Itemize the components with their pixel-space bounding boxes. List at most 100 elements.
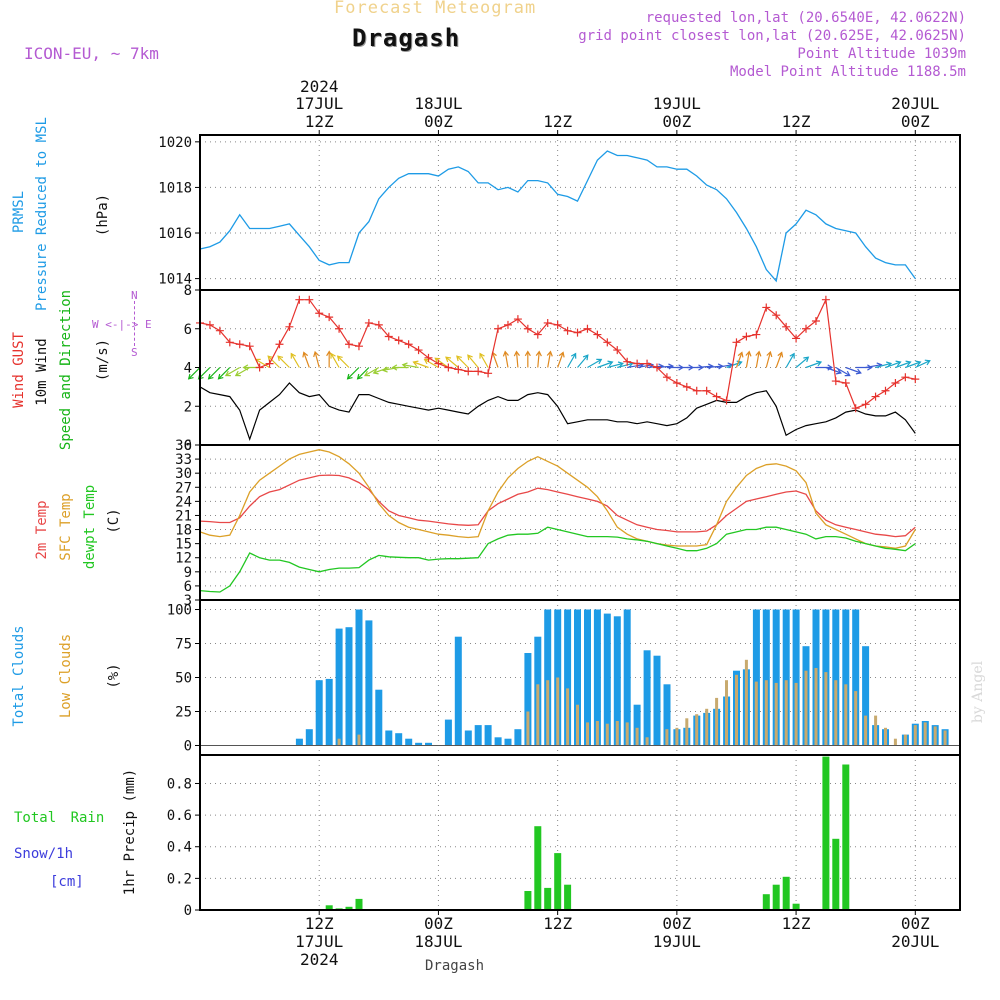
temp2m-line [199, 474, 916, 538]
top-time-label-date: 18JUL [414, 94, 462, 113]
rain-bar [355, 898, 363, 910]
gust-marker [672, 379, 681, 387]
gust-marker [623, 357, 632, 366]
wind-direction-arrow [225, 366, 241, 377]
wind-direction-arrow [402, 364, 419, 369]
wind-direction-arrow [330, 353, 340, 368]
wind-direction-arrowhead [513, 350, 520, 357]
wind-direction-arrow [235, 366, 250, 377]
low-clouds-bar [834, 680, 838, 746]
low-clouds-bar [784, 680, 788, 746]
gust-marker [434, 359, 443, 368]
wind-direction-arrowhead [524, 350, 531, 357]
gust-marker [464, 367, 473, 376]
low-clouds-bar [605, 723, 609, 746]
total-clouds-bar [405, 738, 413, 746]
place-title: Dragash [352, 24, 461, 52]
wind-direction-arrow [825, 366, 842, 374]
wind-direction-arrowhead [789, 352, 795, 359]
wind-direction-arrow [775, 352, 783, 368]
wind-direction-arrowhead [356, 373, 363, 380]
gust-marker [354, 342, 363, 351]
wind-direction-arrow [188, 367, 201, 380]
rain-bar [345, 906, 353, 910]
grid-coords: grid point closest lon,lat (20.625E, 42.… [578, 28, 966, 44]
y-tick-label: 6 [184, 579, 192, 595]
gust-marker [662, 373, 671, 382]
wind-direction-arrow [905, 361, 921, 369]
wind-direction-arrowhead [401, 362, 408, 369]
y-tick-label: 1016 [158, 226, 192, 242]
wind-direction-arrow [865, 364, 882, 369]
low-clouds-bar [595, 721, 599, 746]
snow-label: Snow/1h [14, 846, 74, 862]
wind-direction-arrowhead [467, 354, 473, 361]
y-tick-label: 15 [175, 537, 192, 553]
total-clouds-bar [623, 609, 631, 746]
total-clouds-bar [762, 609, 770, 746]
wind-direction-arrow [557, 352, 564, 368]
low-clouds-bar [764, 680, 768, 746]
low-clouds-bar [675, 727, 679, 746]
y-tick-label: 27 [175, 480, 192, 496]
wind-direction-arrowhead [855, 368, 862, 375]
rain-bar [772, 884, 780, 910]
wind-direction-arrowhead [187, 373, 194, 380]
gust-marker [315, 309, 324, 318]
total-clouds-bar [385, 730, 393, 746]
wind-direction-arrow [617, 362, 633, 369]
gust-marker [792, 334, 801, 343]
gust-marker [563, 326, 572, 335]
total-clouds-bar [514, 729, 522, 746]
wind-direction-arrow [479, 353, 489, 368]
wind-direction-arrow [735, 352, 743, 368]
low-clouds-bar [774, 682, 778, 746]
gust-marker [841, 379, 850, 387]
gust-marker [702, 386, 711, 395]
wind-direction-arrowhead [267, 355, 274, 362]
bottom-time-label-date: 17JUL [295, 932, 343, 951]
low-clouds-bar [744, 659, 748, 746]
wind-direction-arrowhead [915, 360, 922, 367]
wind-direction-arrow [835, 366, 850, 377]
top-time-label-hour: 00Z [424, 112, 453, 131]
wind-direction-arrow [607, 362, 623, 369]
wind-direction-arrowhead [755, 350, 762, 357]
total-clouds-bar [305, 729, 313, 746]
gust-marker [752, 330, 761, 339]
low-clouds-bar [337, 738, 341, 746]
wind-direction-arrowhead [582, 354, 589, 361]
y-tick-label: 6 [184, 322, 192, 338]
rain-bar [792, 903, 800, 910]
y-tick-label: 0.6 [167, 808, 192, 824]
gust-marker [325, 313, 334, 322]
wind-direction-arrow [413, 361, 429, 369]
low-clouds-bar [874, 715, 878, 746]
wind-direction-arrow [347, 367, 360, 380]
low-clouds-bar [923, 722, 927, 746]
y-tick-label: 1020 [158, 135, 192, 151]
compass-ew-label: W <-|-> E [92, 318, 152, 331]
gust-marker [613, 346, 622, 355]
total-clouds-bar [355, 609, 363, 746]
wind-direction-arrowhead [364, 370, 371, 377]
bottom-time-label-date: 20JUL [891, 932, 939, 951]
wind-direction-arrow [373, 366, 389, 374]
gust-marker [484, 369, 493, 378]
total-clouds-bar [782, 609, 790, 746]
y-tick-label: 100 [167, 603, 192, 619]
total-clouds-bar [295, 738, 303, 746]
rain-bar [782, 876, 790, 910]
gust-marker [633, 359, 642, 368]
gust-marker [553, 320, 562, 329]
total-clouds-bar [663, 684, 671, 746]
gust-marker [305, 295, 314, 304]
wind-direction-arrowhead [217, 373, 224, 380]
rain-bar [822, 756, 830, 910]
wind-direction-arrow [445, 356, 459, 368]
gust-marker [881, 386, 890, 395]
gust-marker [444, 363, 453, 372]
gust-marker [384, 332, 393, 341]
gust-marker [265, 359, 274, 368]
